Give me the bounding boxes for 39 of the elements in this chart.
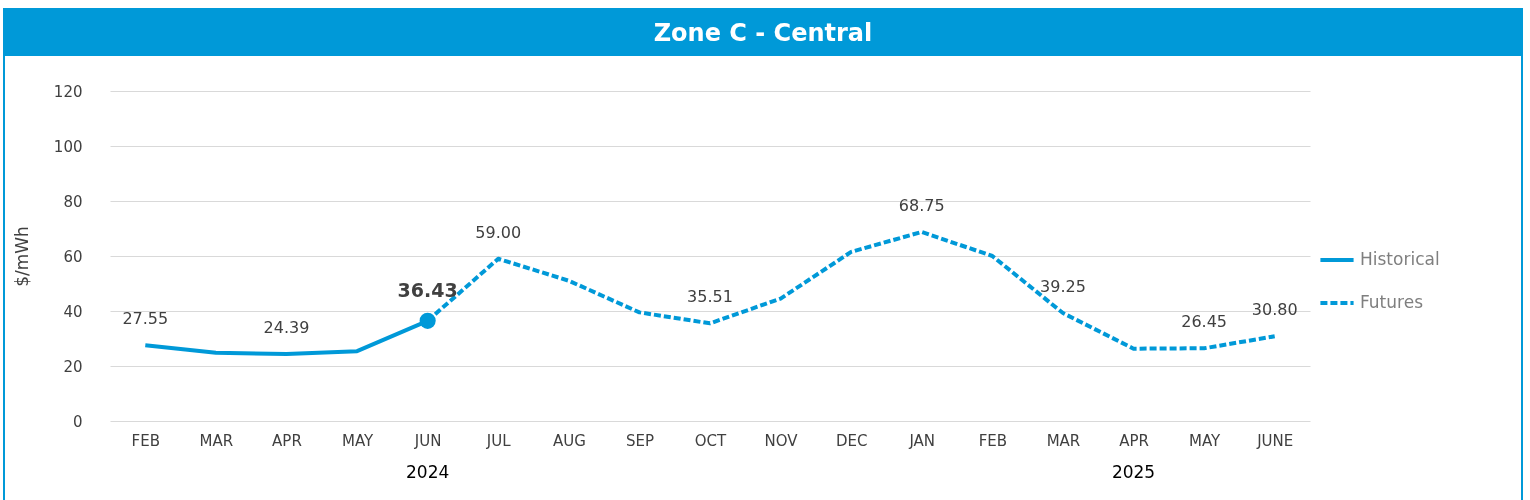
y-tick-label: 120 xyxy=(53,82,83,101)
x-tick-label: MAR xyxy=(1046,431,1081,450)
data-label: 30.80 xyxy=(1251,300,1298,320)
x-tick-label: APR xyxy=(1119,431,1149,450)
x-tick-label: APR xyxy=(272,431,302,450)
y-tick-label: 20 xyxy=(63,357,83,376)
data-label: 59.00 xyxy=(475,222,522,242)
y-tick-label: 0 xyxy=(72,412,83,431)
x-tick-label: DEC xyxy=(835,431,868,450)
data-label: 24.39 xyxy=(263,317,310,337)
x-tick-label: JUN xyxy=(413,431,442,450)
text: 2025 xyxy=(1111,462,1156,482)
x-tick-label: JUNE xyxy=(1256,431,1294,450)
x-tick-label: JAN xyxy=(908,431,936,450)
data-label: 39.25 xyxy=(1040,277,1086,297)
y-tick-label: 80 xyxy=(63,192,83,211)
x-tick-label: FEB xyxy=(978,431,1008,450)
x-tick-label: SEP xyxy=(625,431,654,450)
chart-title: Zone C - Central xyxy=(5,10,1521,56)
legend-label: Historical xyxy=(1360,249,1440,269)
x-tick-label: MAY xyxy=(341,431,374,450)
x-tick-label: AUG xyxy=(552,431,586,450)
data-label: 26.45 xyxy=(1181,312,1228,332)
data-label: 35.51 xyxy=(687,287,733,307)
text: 2024 xyxy=(406,462,450,482)
x-tick-label: FEB xyxy=(131,431,160,450)
y-axis-title: $/mWh xyxy=(11,226,32,287)
data-label: 36.43 xyxy=(397,278,458,301)
x-tick-label: NOV xyxy=(764,431,799,450)
x-tick-label: MAY xyxy=(1189,431,1222,450)
x-tick-label: OCT xyxy=(694,431,728,450)
y-tick-label: 60 xyxy=(63,247,83,266)
x-tick-label: MAR xyxy=(199,431,234,450)
y-tick-label: 40 xyxy=(63,302,83,321)
legend-label: Futures xyxy=(1360,292,1424,312)
x-tick-label: JUL xyxy=(485,431,512,450)
y-tick-label: 100 xyxy=(53,137,83,156)
data-label: 68.75 xyxy=(898,195,945,215)
data-label: 27.55 xyxy=(122,309,169,329)
